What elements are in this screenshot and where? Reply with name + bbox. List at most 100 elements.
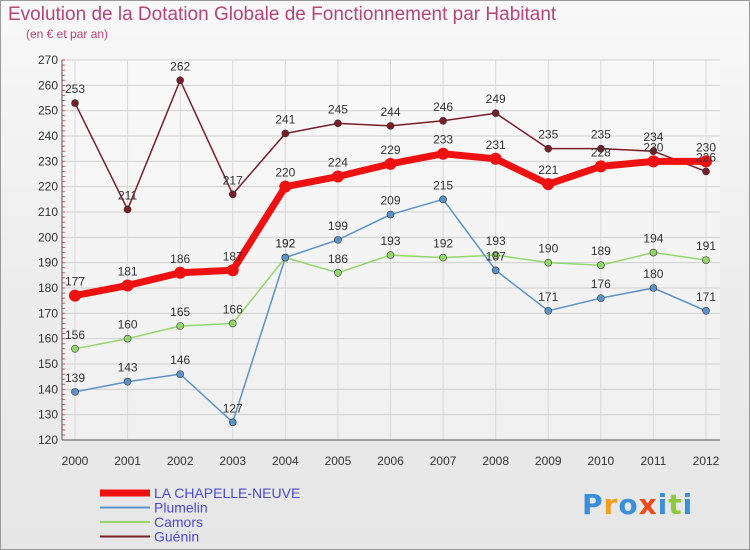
data-point — [334, 119, 342, 128]
data-point — [439, 253, 447, 262]
data-point — [702, 256, 710, 264]
x-tick-label: 2005 — [325, 454, 352, 468]
data-label: 235 — [538, 128, 558, 142]
data-label: 193 — [486, 234, 506, 248]
data-point — [121, 279, 134, 292]
data-label: 156 — [65, 328, 85, 342]
data-point — [647, 155, 660, 168]
data-point — [71, 388, 79, 396]
data-label: 180 — [643, 267, 663, 281]
legend-label: Guénin — [154, 529, 199, 545]
data-point — [176, 76, 184, 85]
data-point — [491, 266, 500, 275]
data-point — [226, 264, 239, 277]
data-point — [491, 109, 500, 117]
y-tick-label: 150 — [38, 357, 58, 371]
x-tick-label: 2007 — [430, 454, 457, 468]
data-label: 146 — [170, 353, 190, 367]
y-tick-label: 170 — [38, 306, 58, 320]
data-point — [439, 117, 447, 125]
data-label: 139 — [65, 371, 85, 385]
data-point — [649, 248, 658, 257]
data-point — [386, 122, 395, 130]
data-label: 165 — [170, 305, 190, 319]
data-point — [386, 210, 395, 219]
data-label: 187 — [486, 249, 506, 263]
data-point — [331, 170, 344, 183]
data-label: 187 — [223, 249, 243, 263]
chart-title: Evolution de la Dotation Globale de Fonc… — [8, 4, 557, 25]
data-label: 177 — [65, 275, 85, 289]
data-label: 127 — [223, 401, 243, 415]
data-label: 192 — [275, 237, 295, 251]
y-tick-label: 220 — [38, 180, 58, 194]
data-point — [228, 418, 237, 427]
logo-letter: i — [657, 488, 669, 521]
data-point — [281, 129, 290, 138]
data-point — [69, 289, 81, 302]
data-label: 230 — [643, 140, 663, 154]
data-label: 191 — [696, 239, 716, 253]
data-label: 234 — [643, 130, 663, 144]
x-tick-label: 2010 — [587, 454, 614, 468]
data-point — [384, 157, 397, 170]
y-tick-label: 130 — [38, 408, 58, 422]
data-label: 229 — [380, 143, 400, 157]
x-tick-label: 2008 — [482, 454, 509, 468]
x-tick-label: 2000 — [62, 454, 89, 468]
data-label: 228 — [591, 145, 611, 159]
data-point — [649, 147, 658, 155]
data-label: 193 — [380, 234, 400, 248]
logo-letter: t — [668, 488, 683, 521]
data-label: 215 — [433, 178, 453, 192]
data-label: 181 — [118, 264, 138, 278]
y-tick-label: 140 — [38, 382, 58, 396]
data-label: 192 — [275, 237, 295, 251]
data-point — [123, 334, 132, 343]
data-point — [594, 160, 607, 173]
data-label: 233 — [433, 133, 453, 147]
data-label: 209 — [380, 194, 400, 208]
data-label: 171 — [696, 290, 716, 304]
y-tick-label: 210 — [38, 205, 58, 219]
data-label: 171 — [538, 290, 558, 304]
y-tick-label: 180 — [38, 281, 58, 295]
data-point — [542, 178, 555, 191]
y-tick-label: 260 — [38, 78, 58, 92]
data-point — [489, 152, 502, 165]
data-label: 246 — [433, 100, 453, 114]
x-tick-label: 2001 — [114, 454, 141, 468]
data-label: 235 — [591, 128, 611, 142]
data-point — [386, 251, 395, 259]
x-tick-label: 2002 — [167, 454, 194, 468]
data-point — [544, 144, 553, 153]
y-tick-label: 270 — [38, 53, 58, 67]
y-tick-label: 160 — [38, 332, 58, 346]
legend-label: Plumelin — [154, 500, 208, 516]
logo-letter: x — [638, 488, 658, 521]
y-tick-label: 190 — [38, 256, 58, 270]
legend-label: LA CHAPELLE-NEUVE — [154, 485, 300, 501]
data-point — [71, 99, 79, 107]
data-label: 253 — [65, 82, 85, 96]
data-point — [544, 258, 553, 267]
data-label: 241 — [275, 112, 295, 126]
data-point — [176, 322, 184, 330]
data-point — [228, 190, 237, 199]
data-point — [174, 266, 187, 279]
data-label: 192 — [433, 237, 453, 251]
logo-letter: i — [682, 488, 694, 521]
x-tick-label: 2009 — [535, 454, 562, 468]
data-point — [281, 253, 290, 262]
data-label: 194 — [643, 232, 663, 246]
data-point — [334, 236, 342, 244]
data-label: 221 — [538, 163, 558, 177]
data-label: 262 — [170, 59, 190, 73]
data-label: 220 — [275, 166, 295, 180]
data-point — [334, 268, 342, 277]
x-tick-label: 2003 — [219, 454, 246, 468]
data-label: 189 — [591, 244, 611, 258]
x-tick-label: 2004 — [272, 454, 299, 468]
